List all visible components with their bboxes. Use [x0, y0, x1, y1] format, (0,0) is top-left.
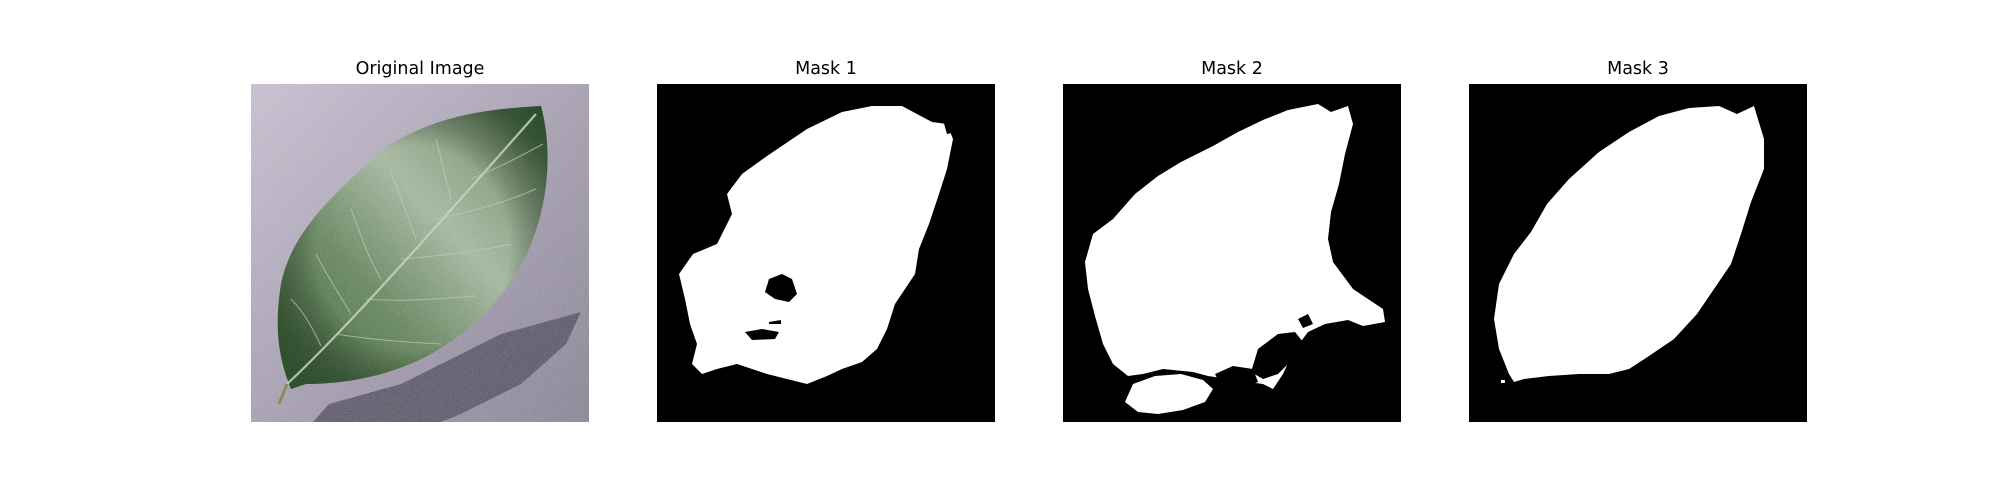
panel-title: Mask 2: [1201, 59, 1263, 79]
mask-2-notches: [1298, 314, 1313, 328]
leaf-midrib: [286, 113, 537, 385]
panel-title: Mask 3: [1607, 59, 1669, 79]
panel-title: Original Image: [355, 59, 485, 79]
mask-2-image: [1063, 84, 1401, 422]
mask-3-specks: [1501, 352, 1550, 383]
panel-original-image: Original Image: [251, 54, 589, 422]
leaf-shadow: [313, 312, 581, 422]
mask-1-region: [679, 106, 953, 384]
mask-1-image: [657, 84, 995, 422]
mask-2-lower-blob: [1125, 374, 1213, 414]
mask-3-image: [1469, 84, 1807, 422]
panel-mask-1: Mask 1: [657, 54, 995, 422]
panel-mask-3: Mask 3: [1469, 54, 1807, 422]
mask-2-holes: [1215, 332, 1303, 389]
original-image: [251, 84, 589, 422]
leaf-stem: [277, 383, 289, 405]
leaf-veins: [290, 138, 544, 347]
mask-1-holes: [745, 274, 797, 340]
panel-mask-2: Mask 2: [1063, 54, 1401, 422]
mask-2-region: [1085, 104, 1385, 389]
mask-3-region: [1494, 106, 1764, 382]
panel-title: Mask 1: [795, 59, 857, 79]
mask-1-edge-notches: [681, 112, 957, 264]
